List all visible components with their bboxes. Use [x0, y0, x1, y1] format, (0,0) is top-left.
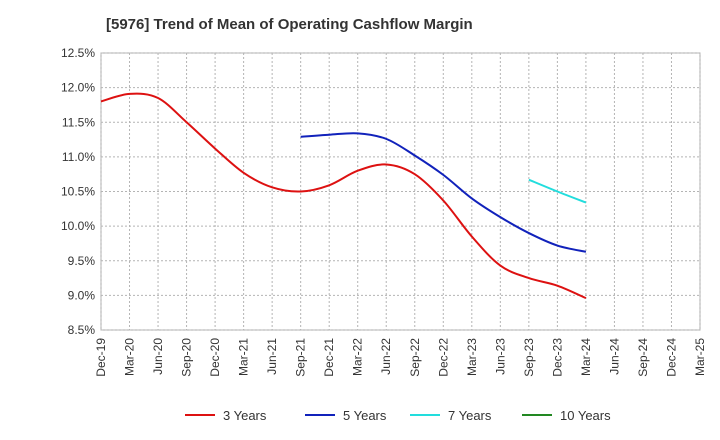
x-tick-label: Dec-24	[664, 338, 678, 377]
x-tick-label: Jun-23	[493, 338, 507, 375]
legend-label: 7 Years	[448, 408, 492, 423]
x-tick-label: Sep-22	[408, 338, 422, 377]
legend-label: 10 Years	[560, 408, 611, 423]
x-tick-label: Jun-22	[379, 338, 393, 375]
x-tick-label: Sep-23	[522, 338, 536, 377]
x-tick-label: Mar-24	[579, 338, 593, 376]
series-line-7-years	[528, 178, 587, 204]
legend-label: 5 Years	[343, 408, 387, 423]
x-tick-label: Jun-20	[151, 338, 165, 375]
x-tick-label: Dec-20	[208, 338, 222, 377]
x-axis: Dec-19 Mar-20 Jun-20 Sep-20 Dec-20 Mar-21 Jun-…	[94, 338, 707, 377]
series-lines	[100, 92, 587, 300]
legend: 3 Years 5 Years 7 Years 10 Years	[185, 408, 611, 423]
x-tick-label: Sep-24	[636, 338, 650, 377]
y-tick-label: 9.0%	[68, 288, 96, 302]
y-tick-label: 8.5%	[68, 323, 96, 337]
y-tick-label: 9.5%	[68, 254, 96, 268]
x-tick-label: Dec-21	[322, 338, 336, 377]
x-tick-label: Mar-25	[693, 338, 707, 376]
x-tick-label: Dec-22	[436, 338, 450, 377]
x-tick-label: Sep-20	[180, 338, 194, 377]
x-tick-label: Dec-23	[550, 338, 564, 377]
x-tick-label: Mar-23	[465, 338, 479, 376]
chart-title: [5976] Trend of Mean of Operating Cashfl…	[106, 16, 473, 33]
y-tick-label: 12.0%	[61, 81, 95, 95]
x-tick-label: Jun-24	[607, 338, 621, 375]
y-tick-label: 11.0%	[62, 150, 95, 164]
y-axis: 8.5% 9.0% 9.5% 10.0% 10.5% 11.0% 11.5% 12.0% 12.…	[61, 46, 95, 337]
y-tick-label: 10.5%	[61, 185, 95, 199]
x-tick-label: Mar-21	[237, 338, 251, 376]
x-tick-label: Mar-22	[351, 338, 365, 376]
series-line-3-years	[100, 92, 587, 300]
y-tick-label: 11.5%	[62, 115, 95, 129]
y-tick-label: 10.0%	[61, 219, 95, 233]
series-line-5-years	[300, 132, 587, 253]
x-tick-label: Mar-20	[123, 338, 137, 376]
x-tick-label: Jun-21	[265, 338, 279, 375]
y-tick-label: 12.5%	[61, 46, 95, 60]
plot-area	[100, 52, 701, 331]
x-tick-label: Sep-21	[294, 338, 308, 377]
x-tick-label: Dec-19	[94, 338, 108, 377]
legend-label: 3 Years	[223, 408, 267, 423]
